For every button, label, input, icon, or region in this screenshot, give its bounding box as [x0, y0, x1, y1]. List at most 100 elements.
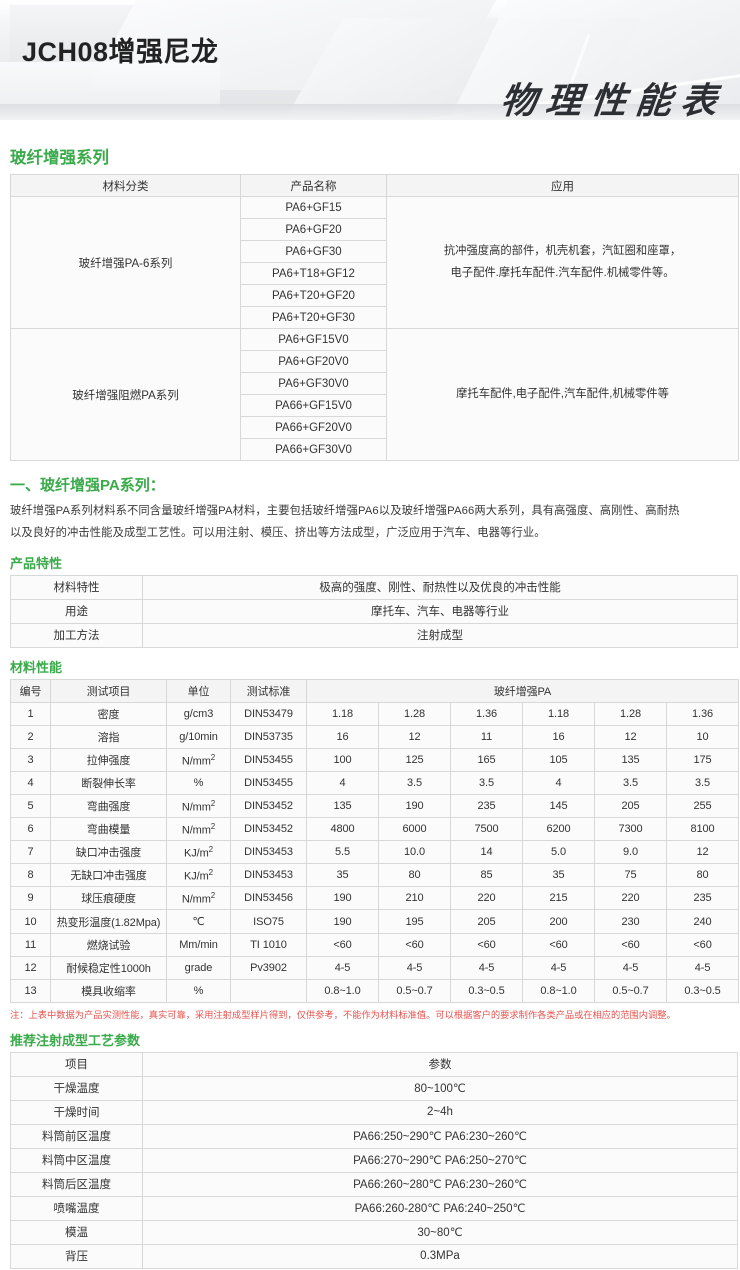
cell-unit: N/mm2 — [166, 747, 231, 772]
cell-value: 6000 — [378, 817, 451, 842]
cell-value: 195 — [378, 909, 451, 934]
cell-item: 密度 — [50, 701, 167, 726]
cell-value: 3.5 — [665, 770, 740, 796]
cell-unit: KJ/m2 — [166, 840, 231, 865]
cell-value: 0.8~1.0 — [306, 978, 379, 1003]
table-row: 11 燃烧试验 Mm/min TI 1010 <60 <60 <60 <60 <60 <60 — [10, 932, 740, 957]
cell-value: 190 — [306, 909, 379, 934]
cell-process-value: PA66:260~280℃ PA6:230~260℃ — [142, 1171, 738, 1197]
table-header-row: 编号 测试项目 单位 测试标准 玻纤增强PA — [10, 678, 740, 703]
table-row: 喷嘴温度 PA66:260-280℃ PA6:240~250℃ — [10, 1195, 738, 1221]
cell-item: 缺口冲击强度 — [50, 840, 167, 865]
cell-no: 13 — [10, 978, 51, 1003]
cell-value: 200 — [522, 909, 595, 934]
cell-value: 35 — [522, 863, 595, 888]
cell-char-label: 材料特性 — [10, 574, 143, 600]
cell-value: 0.5~0.7 — [594, 978, 667, 1003]
cell-value: 175 — [665, 747, 740, 772]
cell-unit: Mm/min — [166, 932, 231, 957]
col-header-application: 应用 — [386, 174, 739, 197]
cell-product: PA6+GF30V0 — [240, 372, 387, 395]
cell-value: 11 — [450, 724, 523, 749]
table-row: 1 密度 g/cm3 DIN53479 1.18 1.28 1.36 1.18 1.28 1.36 — [10, 701, 740, 726]
cell-value: 220 — [594, 886, 667, 911]
cell-value: 100 — [306, 747, 379, 772]
table-row: 3 拉伸强度 N/mm2 DIN53455 100 125 165 105 135 175 — [10, 747, 740, 772]
table-row: 4 断裂伸长率% DIN53455 4 3.5 3.5 4 3.5 3.5 — [10, 770, 740, 796]
cell-value: 125 — [378, 747, 451, 772]
cell-application: 摩托车配件,电子配件,汽车配件,机械零件等 — [386, 328, 739, 461]
cell-standard: DIN53455 — [230, 747, 307, 772]
table-row: 10 热变形温度(1.82Mpa) ℃ ISO75 190 195 205 200 230 240 — [10, 909, 740, 934]
cell-value: <60 — [306, 932, 379, 957]
cell-category: 玻纤增强阻燃PA系列 — [10, 328, 241, 461]
table-row: 料筒后区温度 PA66:260~280℃ PA6:230~260℃ — [10, 1171, 738, 1197]
cell-value: 80 — [378, 863, 451, 888]
cell-value: 1.36 — [665, 701, 740, 726]
application-line-2: 电子配件.摩托车配件.汽车配件.机械零件等。 — [450, 266, 675, 279]
cell-value: 1.28 — [378, 701, 451, 726]
cell-product: PA6+GF15V0 — [240, 328, 387, 351]
cell-no: 5 — [10, 793, 51, 819]
section-heading-pa-series: 一、玻纤增强PA系列： — [10, 477, 165, 494]
cell-unit: N/mm2 — [166, 817, 231, 842]
table-row: PA6+GF20 — [11, 218, 739, 241]
cell-char-label: 加工方法 — [10, 622, 143, 648]
cell-value: 4-5 — [522, 955, 595, 980]
series-table: 材料分类 产品名称 应用 玻纤增强PA-6系列 PA6+GF15 抗冲强度高的部… — [10, 174, 739, 461]
properties-note: 注：上表中数据为产品实测性能，真实可靠，采用注射成型样片得到，仅供参考，不能作为… — [10, 1009, 676, 1020]
cell-product: PA6+T20+GF30 — [240, 306, 387, 329]
cell-value: 230 — [594, 909, 667, 934]
cell-standard: DIN53479 — [230, 701, 307, 726]
cell-value: 220 — [450, 886, 523, 911]
cell-unit: % — [166, 978, 231, 1003]
cell-value: 205 — [450, 909, 523, 934]
cell-no: 4 — [10, 770, 51, 796]
cell-value: 1.18 — [522, 701, 595, 726]
cell-value: 16 — [306, 724, 379, 749]
cell-item: 弯曲强度 — [50, 793, 167, 819]
cell-value: 4 — [306, 770, 379, 796]
cell-no: 10 — [10, 909, 51, 934]
cell-standard: DIN53455 — [230, 770, 307, 796]
table-header-row: 项目 参数 — [10, 1051, 738, 1077]
cell-value: 80 — [665, 863, 740, 888]
cell-unit: ℃ — [166, 909, 231, 934]
table-row: PA66+GF20V0 — [11, 416, 739, 439]
cell-no: 1 — [10, 701, 51, 726]
cell-standard: DIN53453 — [230, 863, 307, 888]
table-row: 8 无缺口冲击强度 KJ/m2 DIN53453 35 80 85 35 75 80 — [10, 863, 740, 888]
cell-standard — [230, 978, 307, 1003]
application-line-1: 抗冲强度高的部件，机壳机套，汽缸圈和座罩， — [443, 245, 682, 258]
cell-product: PA66+GF30V0 — [240, 438, 387, 461]
cell-value: 4-5 — [306, 955, 379, 980]
cell-standard: Pv3902 — [230, 955, 307, 980]
col-header-unit: 单位 — [166, 678, 231, 703]
table-row: PA6+GF20V0 — [11, 350, 739, 373]
cell-char-value: 摩托车、汽车、电器等行业 — [142, 598, 738, 624]
table-row: 5 弯曲强度 N/mm2 DIN53452 135 190 235 145 205 255 — [10, 793, 740, 819]
cell-standard: DIN53456 — [230, 886, 307, 911]
cell-value: 210 — [378, 886, 451, 911]
cell-value: <60 — [522, 932, 595, 957]
table-row: 玻纤增强PA-6系列 PA6+GF15 抗冲强度高的部件，机壳机套，汽缸圈和座罩… — [10, 196, 739, 329]
cell-value: 145 — [522, 793, 595, 819]
cell-standard: ISO75 — [230, 909, 307, 934]
col-header-item: 项目 — [10, 1051, 143, 1077]
cell-value: 35 — [306, 863, 379, 888]
table-row: 2 溶指 g/10min DIN53735 16 12 11 16 12 10 — [10, 724, 740, 749]
table-row: 13 模具收缩率% 0.8~1.0 0.5~0.7 0.3~0.5 0.8~1.0 0.5~… — [10, 978, 740, 1003]
table-row: PA6+T20+GF30 — [11, 306, 739, 329]
table-row: PA6+T20+GF20 — [11, 284, 739, 307]
characteristics-table: 材料特性 极高的强度、刚性、耐热性以及优良的冲击性能 用途 摩托车、汽车、电器等… — [10, 574, 738, 648]
cell-standard: DIN53452 — [230, 793, 307, 819]
cell-standard: TI 1010 — [230, 932, 307, 957]
cell-value: 12 — [378, 724, 451, 749]
col-header-item: 测试项目 — [50, 678, 167, 703]
cell-item: 球压痕硬度 — [50, 886, 167, 911]
cell-process-label: 背压 — [10, 1243, 143, 1269]
cell-value: 135 — [594, 747, 667, 772]
cell-application: 抗冲强度高的部件，机壳机套，汽缸圈和座罩， 电子配件.摩托车配件.汽车配件.机械… — [386, 196, 739, 329]
cell-value: 10 — [665, 724, 740, 749]
cell-value: 235 — [665, 886, 740, 911]
